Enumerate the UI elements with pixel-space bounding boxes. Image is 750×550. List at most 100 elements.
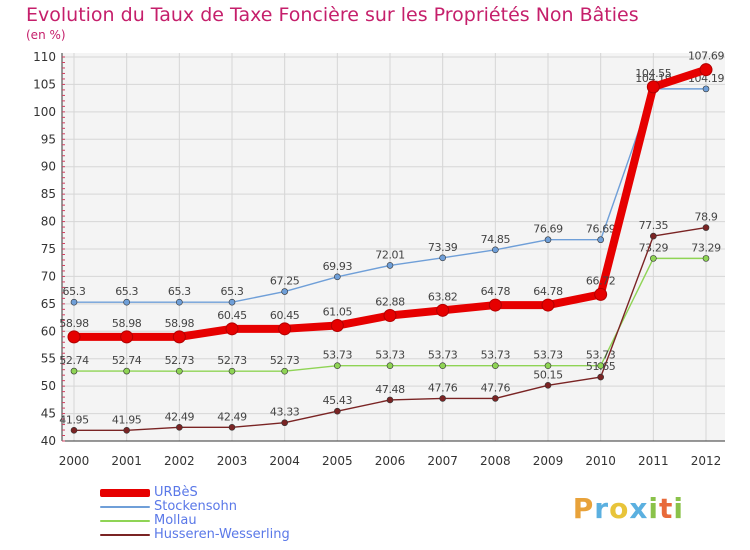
data-label: 65.3 [221,285,244,298]
legend-item: Husseren-Wesserling [100,528,290,542]
data-label: 64.78 [533,285,563,298]
data-point [176,367,183,375]
x-tick-label: 2009 [533,454,564,468]
data-point [439,362,446,369]
data-label: 47.76 [428,381,458,394]
legend-swatch [100,506,150,508]
data-label: 53.73 [375,349,405,362]
data-label: 41.95 [112,413,142,426]
data-label: 77.35 [639,219,669,232]
y-tick-label: 55 [41,352,56,366]
data-point [544,362,552,369]
data-point [70,298,78,306]
data-label: 65.3 [63,285,86,298]
data-label: 58.98 [112,317,142,330]
x-tick-label: 2011 [638,454,669,468]
legend-item: Mollau [100,514,290,528]
data-label: 47.48 [375,383,405,396]
x-tick-label: 2004 [269,454,300,468]
data-point [176,424,183,431]
legend-item: URBèS [100,486,290,500]
data-point [541,298,555,312]
legend-item: Stockensohn [100,500,290,514]
data-point [225,322,239,336]
data-point [488,298,502,312]
data-label: 78.9 [695,211,718,224]
data-label: 42.49 [165,410,195,423]
data-point [597,236,604,244]
y-tick-label: 70 [41,269,56,283]
data-label: 52.74 [112,354,142,367]
data-point [228,424,236,431]
data-point [544,382,552,389]
data-point [386,362,394,369]
data-point [597,362,604,369]
data-label: 63.82 [428,290,458,303]
legend-swatch [100,534,150,536]
x-tick-label: 2000 [59,454,90,468]
data-label: 50.15 [533,368,563,381]
data-point [702,255,710,262]
data-point [281,288,288,295]
y-tick-label: 50 [41,379,56,393]
x-tick-label: 2010 [585,454,616,468]
data-point [70,367,78,375]
data-point [281,419,288,427]
data-point [172,330,186,344]
data-label: 73.39 [428,241,458,254]
data-label: 66.72 [586,274,616,287]
data-label: 73.29 [639,241,669,254]
data-point [650,255,657,262]
data-point [176,298,183,306]
data-point [330,319,344,333]
y-tick-label: 85 [41,187,56,201]
data-point [544,236,552,244]
data-label: 53.73 [533,349,563,362]
x-tick-label: 2003 [217,454,248,468]
data-label: 104.55 [635,67,671,80]
data-point [123,298,130,306]
y-tick-label: 80 [41,215,56,229]
y-tick-label: 90 [41,160,56,174]
x-tick-label: 2005 [322,454,353,468]
data-label: 52.73 [270,354,300,367]
data-label: 107.69 [688,50,724,63]
y-axis-unit-label: (en %) [26,28,66,42]
data-label: 69.93 [323,260,353,273]
data-point [70,427,78,434]
data-label: 60.45 [217,309,247,322]
data-label: 64.78 [481,285,511,298]
legend-label: URBèS [154,485,198,500]
data-point [120,330,134,344]
data-point [492,246,499,254]
y-tick-label: 95 [41,132,56,146]
data-label: 45.43 [323,394,353,407]
data-label: 58.98 [59,317,89,330]
y-tick-label: 45 [41,407,56,421]
data-point [702,85,710,93]
y-tick-label: 110 [33,50,56,64]
data-point [386,396,394,404]
proxiti-logo: Proxiti [572,492,684,525]
y-tick-label: 40 [41,434,56,448]
y-tick-label: 60 [41,324,56,338]
data-point [702,224,710,231]
legend-label: Mollau [154,513,197,528]
data-point [594,287,608,301]
data-label: 72.01 [375,248,405,261]
data-label: 62.88 [375,295,405,308]
data-label: 65.3 [168,285,191,298]
data-label: 53.73 [481,349,511,362]
data-point [334,407,341,415]
legend-label: Stockensohn [154,499,237,514]
data-label: 58.98 [165,317,195,330]
data-point [646,80,660,94]
data-label: 52.74 [59,354,89,367]
data-point [383,308,397,322]
data-label: 53.73 [586,349,616,362]
data-label: 43.33 [270,406,300,419]
data-point [334,273,341,281]
data-label: 65.3 [115,285,138,298]
data-label: 52.73 [217,354,247,367]
